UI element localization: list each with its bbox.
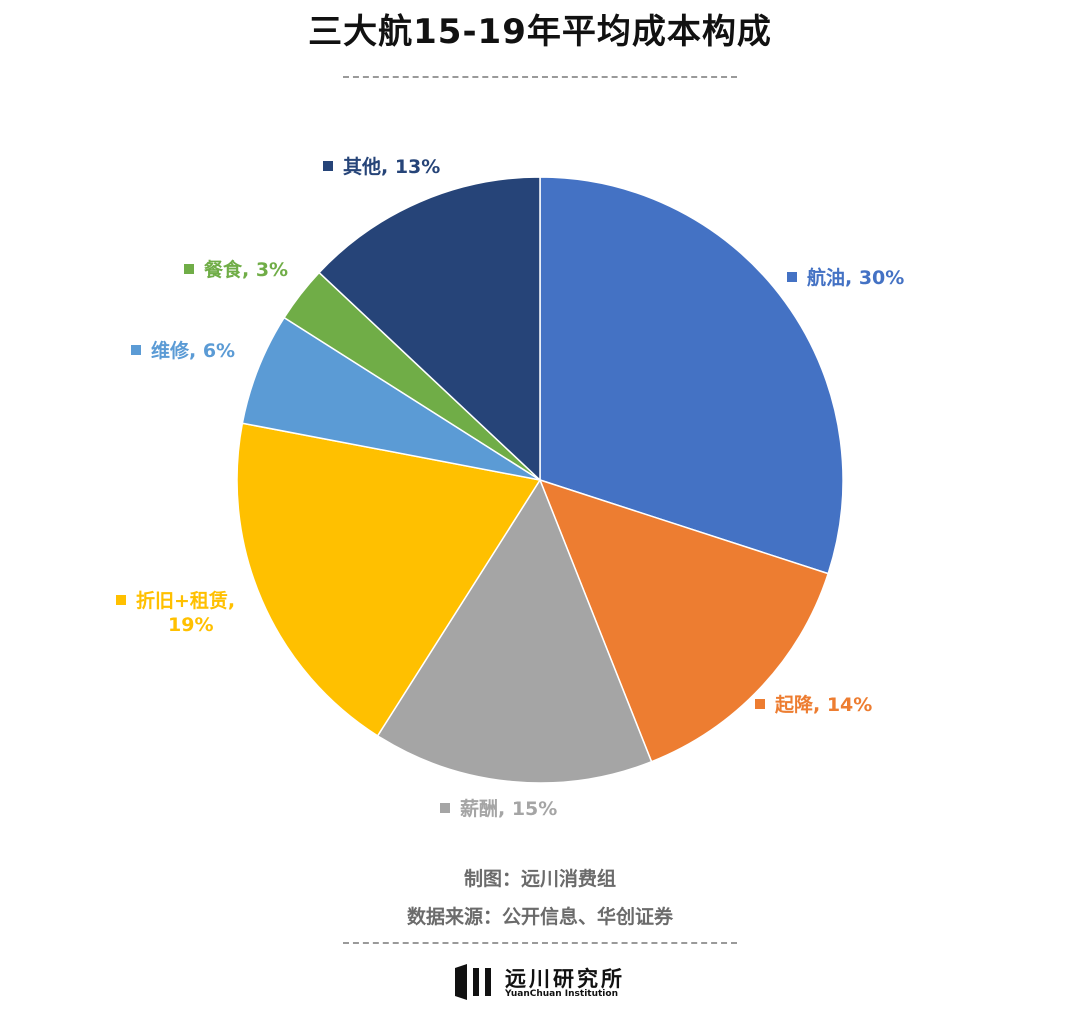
- data-label-3: 薪酬, 15%: [440, 797, 557, 820]
- pie-slice-3: [376, 478, 653, 784]
- footer-divider: [343, 942, 737, 944]
- pie-slice-1: [539, 176, 844, 575]
- pie-slice-4: [236, 422, 542, 737]
- data-label-text-6-1: 餐食, 3%: [204, 258, 288, 281]
- pie-slice-2: [538, 478, 830, 763]
- data-label-4: 折旧+租赁,19%: [116, 589, 235, 636]
- data-label-5: 维修, 6%: [131, 339, 235, 362]
- logo-name: 远川研究所: [505, 967, 625, 991]
- legend-key-1: [787, 272, 797, 282]
- data-label-2: 起降, 14%: [755, 693, 872, 716]
- chart-credit: 制图：远川消费组: [463, 868, 616, 890]
- chart-title: 三大航15-19年平均成本构成: [308, 12, 772, 52]
- data-label-6: 餐食, 3%: [184, 258, 288, 281]
- logo-bars-icon: [455, 964, 491, 1000]
- data-label-text-3-1: 薪酬, 15%: [460, 797, 557, 820]
- data-label-text-1-1: 航油, 30%: [807, 266, 904, 289]
- logo-subtitle: YuanChuan Institution: [505, 989, 618, 999]
- pie-slice-7: [318, 176, 541, 482]
- brand-logo: 远川研究所 YuanChuan Institution: [453, 962, 633, 1004]
- data-label-1: 航油, 30%: [787, 266, 904, 289]
- data-source: 数据来源：公开信息、华创证券: [406, 906, 673, 928]
- data-label-text-7-1: 其他, 13%: [343, 155, 440, 178]
- legend-key-4: [116, 595, 126, 605]
- data-label-7: 其他, 13%: [323, 155, 440, 178]
- legend-key-6: [184, 264, 194, 274]
- data-label-text-4-1: 折旧+租赁,: [136, 589, 235, 612]
- legend-key-7: [323, 161, 333, 171]
- legend-key-3: [440, 803, 450, 813]
- pie-data-labels: 航油, 30% 起降, 14% 薪酬, 15% 折旧+租赁,19% 维修, 6% 餐食, …: [116, 155, 904, 820]
- title-divider: [343, 76, 737, 78]
- legend-key-5: [131, 345, 141, 355]
- legend-key-2: [755, 699, 765, 709]
- data-label-text-4-2: 19%: [168, 614, 213, 636]
- data-label-text-2-1: 起降, 14%: [774, 693, 872, 716]
- pie-slices: [236, 176, 844, 784]
- data-label-text-5-1: 维修, 6%: [151, 339, 235, 362]
